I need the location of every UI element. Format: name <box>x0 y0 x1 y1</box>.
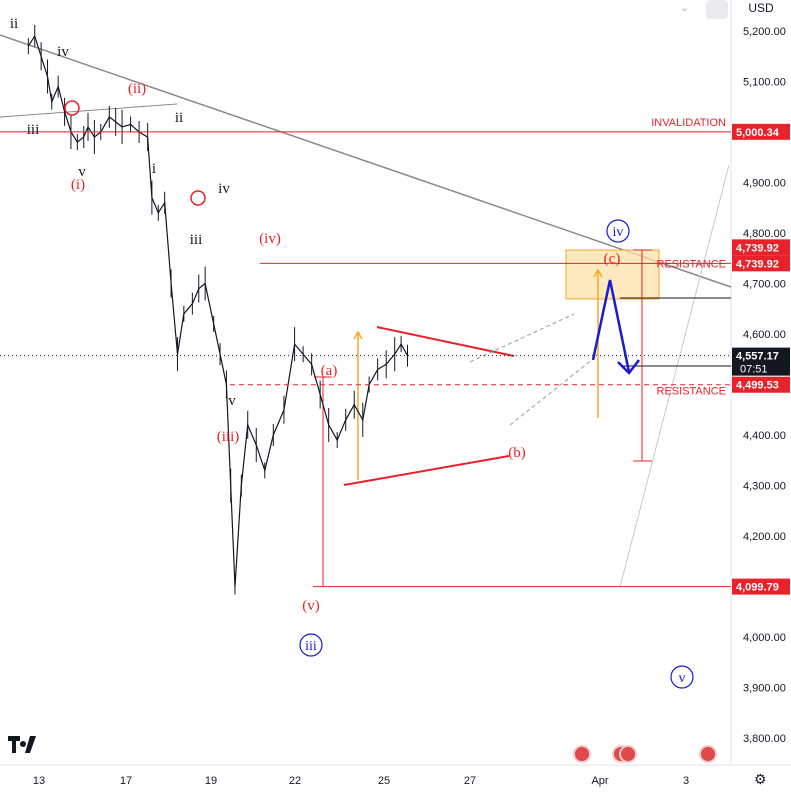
x-axis: 13 17 19 22 25 27 Apr 3 <box>33 775 689 787</box>
triangle-upper-line <box>376 326 515 357</box>
channel-line <box>469 313 575 363</box>
flag-event-icon[interactable] <box>619 745 637 763</box>
wave-circle <box>606 219 630 243</box>
price-tag-label: 4,739.92 <box>736 242 779 254</box>
wave-label: iv <box>218 181 230 197</box>
wave-label: i <box>152 161 156 177</box>
flag-event-icon[interactable] <box>699 745 717 763</box>
price-tag <box>732 255 790 272</box>
wave-label: (ii) <box>128 81 146 97</box>
wave-label: (c) <box>604 251 621 267</box>
annotations <box>0 34 732 588</box>
wave-label: v <box>78 164 86 180</box>
chevron-down-icon[interactable]: ⌄ <box>680 2 690 14</box>
wave-label: v <box>228 393 236 409</box>
triangle-lower-line <box>343 455 510 486</box>
y-tick-label: 4,000.00 <box>743 632 786 644</box>
wave-label: iii <box>27 122 40 138</box>
x-tick-label: 17 <box>120 775 132 787</box>
wave-label: ii <box>175 110 183 126</box>
wave-label: (iii) <box>217 429 240 445</box>
price-tag-label: 5,000.34 <box>736 127 780 139</box>
y-tick-label: 4,200.00 <box>743 531 786 543</box>
price-tag-label: 4,739.92 <box>736 258 779 270</box>
y-tick-label: 4,300.00 <box>743 481 786 493</box>
y-tick-label: 3,800.00 <box>743 733 786 745</box>
trendline <box>619 164 730 588</box>
y-tick-label: 4,800.00 <box>743 228 786 240</box>
countdown-label: 07:51 <box>740 364 768 376</box>
x-tick-label: 27 <box>464 775 476 787</box>
price-tag-label: 4,499.53 <box>736 380 779 392</box>
y-axis: 5,200.00 5,100.00 4,900.00 4,800.00 4,700.00… <box>743 26 786 745</box>
trendline <box>0 34 732 288</box>
wave-label: iii <box>190 232 203 248</box>
wave-label: (b) <box>508 445 526 461</box>
price-levels: INVALIDATION 5,000.34 RESISTANCE 4,739.92 4,… <box>0 117 790 595</box>
wave-label: ii <box>10 16 18 32</box>
price-tag <box>732 123 790 140</box>
wave-label: v <box>679 671 686 686</box>
x-tick-label: 22 <box>289 775 301 787</box>
x-tick-label: Apr <box>591 775 608 787</box>
x-tick-label: 19 <box>205 775 217 787</box>
wave-label: (i) <box>71 177 85 193</box>
y-tick-label: 5,100.00 <box>743 77 786 89</box>
flag-event-icon[interactable] <box>573 745 591 763</box>
wave-label: iv <box>57 44 69 60</box>
wave-circle <box>670 665 694 689</box>
price-tag-label: 4,099.79 <box>736 582 779 594</box>
price-tag <box>732 578 790 595</box>
wave-marker <box>190 190 206 206</box>
price-tag <box>732 239 790 256</box>
measure-arrow-head <box>353 330 363 340</box>
y-tick-label: 5,200.00 <box>743 26 786 38</box>
wave-label: (v) <box>302 598 320 614</box>
wave-label: iv <box>613 225 624 240</box>
price-line <box>27 34 409 587</box>
alert-button[interactable] <box>706 0 728 19</box>
y-tick-label: 4,600.00 <box>743 329 786 341</box>
measure-arrow-head <box>593 268 603 278</box>
price-tag <box>732 376 790 393</box>
currency-label[interactable]: USD <box>748 1 774 15</box>
gear-icon[interactable]: ⚙ <box>754 771 767 787</box>
tradingview-logo-icon <box>8 736 40 759</box>
wave-label: (iv) <box>259 231 281 247</box>
x-tick-label: 25 <box>378 775 390 787</box>
level-label: INVALIDATION <box>651 117 726 129</box>
wave-label: (a) <box>321 363 338 379</box>
x-tick-label: 13 <box>33 775 45 787</box>
wave-marker <box>64 100 80 116</box>
level-label: RESISTANCE <box>657 386 726 398</box>
wave-circle <box>299 633 323 657</box>
projection-path <box>591 279 631 373</box>
price-tag-label: 4,557.17 <box>736 351 779 363</box>
y-tick-label: 4,700.00 <box>743 279 786 291</box>
y-tick-label: 4,400.00 <box>743 430 786 442</box>
price-tag <box>732 347 790 376</box>
y-tick-label: 3,900.00 <box>743 683 786 695</box>
channel-line <box>509 354 599 426</box>
projection-arrow-head <box>617 359 640 375</box>
x-tick-label: 3 <box>683 775 689 787</box>
wave-label: iii <box>305 639 317 654</box>
level-label: RESISTANCE <box>657 258 726 270</box>
trendline <box>0 103 178 118</box>
y-tick-label: 4,900.00 <box>743 178 786 190</box>
